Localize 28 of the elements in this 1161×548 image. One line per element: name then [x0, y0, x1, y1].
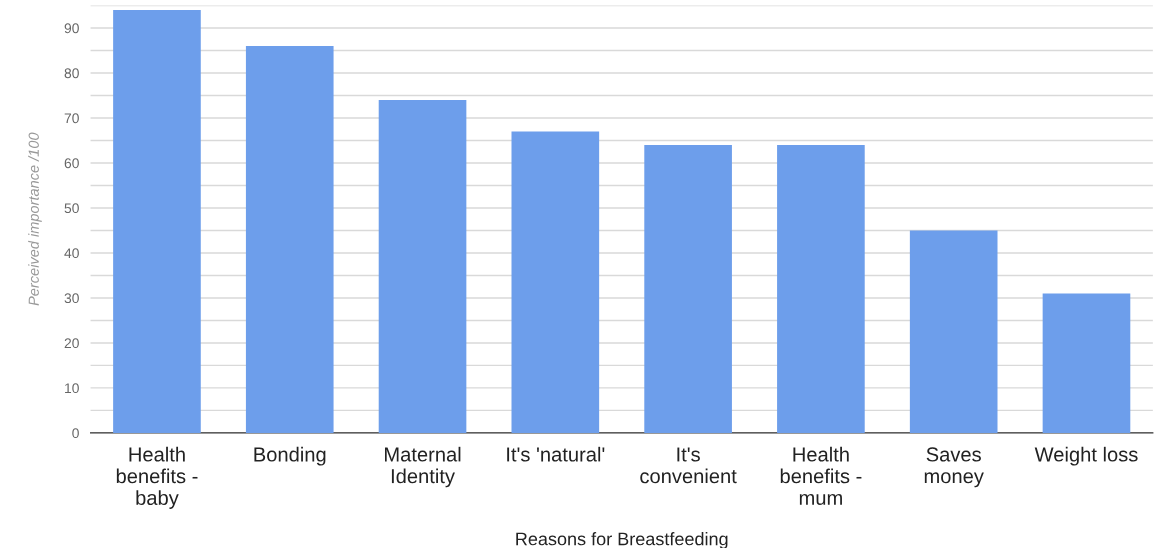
bar [644, 144, 732, 433]
y-tick-label: 30 [64, 293, 79, 304]
y-tick-label: 80 [64, 68, 79, 79]
bar [245, 45, 334, 433]
bar [378, 99, 467, 433]
y-tick-label: 10 [65, 383, 79, 394]
bar [511, 131, 600, 433]
x-tick-label: Health benefits - mum [780, 446, 862, 505]
y-tick-label: 20 [64, 338, 79, 349]
y-tick-label: 90 [64, 23, 79, 34]
x-tick-label: Maternal Identity [385, 446, 461, 488]
x-tick-label: Weight loss [1034, 446, 1138, 466]
y-tick-label: 50 [64, 203, 79, 214]
bar [113, 9, 201, 433]
y-tick-label: 0 [72, 428, 79, 439]
x-tick-label: Health benefits - baby [116, 446, 198, 509]
x-tick-label: It's convenient [640, 447, 737, 484]
bar [777, 144, 865, 433]
bar [909, 230, 998, 433]
x-tick-label: It's 'natural' [507, 446, 605, 462]
x-tick-label: Saves money [924, 447, 984, 488]
y-tick-label: 40 [64, 248, 79, 259]
x-axis-title: Reasons for Breastfeeding [516, 532, 728, 548]
x-tick-label: Bonding [254, 446, 326, 466]
y-tick-label: 70 [64, 113, 79, 124]
y-axis-title: Perceived importance /100 [28, 132, 42, 306]
y-tick-label: 60 [64, 158, 79, 169]
bar [1042, 293, 1131, 433]
